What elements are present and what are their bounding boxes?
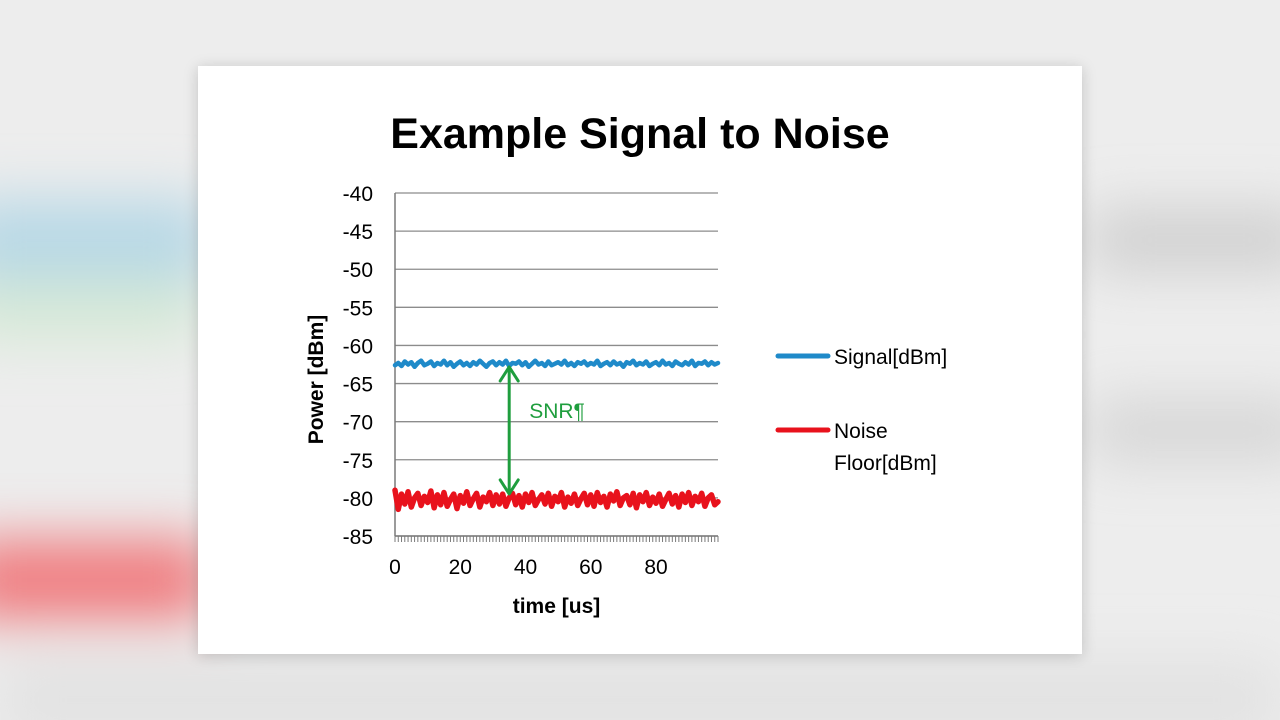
chart-title: Example Signal to Noise bbox=[390, 110, 890, 158]
x-tick-label: 80 bbox=[644, 556, 667, 579]
y-tick-label: -70 bbox=[343, 412, 373, 435]
x-tick-label: 20 bbox=[449, 556, 472, 579]
y-tick-label: -55 bbox=[343, 297, 373, 320]
series-line bbox=[392, 358, 721, 370]
y-tick-label: -45 bbox=[343, 221, 373, 244]
x-axis-title: time [us] bbox=[513, 595, 601, 618]
series-line bbox=[392, 487, 721, 513]
legend-signal-label: Signal[dBm] bbox=[834, 346, 947, 369]
snr-arrow-head-top bbox=[498, 365, 520, 383]
chart-card: Example Signal to Noise -40 -45 -50 -55 -60-… bbox=[198, 66, 1082, 654]
line-chart: -40 -45 -50 -55 -60 -65 -70 -75 -80 -85 0 20 40 60 80 t… bbox=[305, 183, 947, 618]
y-tick-label: -40 bbox=[343, 183, 373, 206]
x-tick-label: 60 bbox=[579, 556, 602, 579]
legend-noise-label: Noise Floor[dBm] bbox=[834, 420, 937, 475]
y-tick-label: -80 bbox=[343, 488, 373, 511]
y-tick-label: -50 bbox=[343, 259, 373, 282]
y-tick-label: -65 bbox=[343, 374, 373, 397]
x-tick-label: 40 bbox=[514, 556, 537, 579]
y-tick-label: -60 bbox=[343, 335, 373, 358]
snr-annotation-label: SNR¶ bbox=[529, 400, 585, 423]
y-tick-label: -75 bbox=[343, 450, 373, 473]
x-tick-label: 0 bbox=[389, 556, 401, 579]
y-tick-label: -85 bbox=[343, 526, 373, 549]
snr-arrow-head-bottom bbox=[498, 478, 520, 496]
y-axis-title: Power [dBm] bbox=[305, 315, 328, 445]
